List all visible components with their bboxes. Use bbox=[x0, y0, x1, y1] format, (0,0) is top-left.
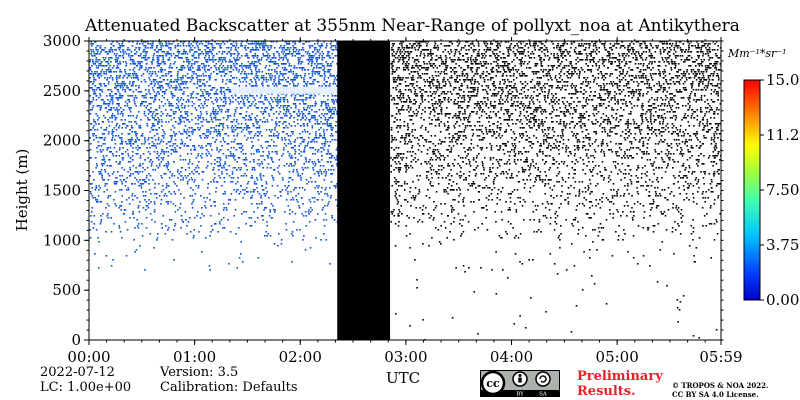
y-tick-label: 1500 bbox=[43, 182, 81, 200]
colorbar-tick-label: 3.75 bbox=[766, 236, 799, 254]
colorbar-unit-label: Mm⁻¹*sr⁻¹ bbox=[728, 47, 787, 60]
footer-version: Version: 3.5 bbox=[160, 365, 239, 380]
x-tick-label: 00:00 bbox=[67, 348, 110, 366]
y-tick-label: 2500 bbox=[43, 82, 81, 100]
x-axis-label: UTC bbox=[386, 369, 421, 387]
cc-by-sa-license-icon: cc BY SA bbox=[480, 370, 560, 397]
footer-calibration: Calibration: Defaults bbox=[160, 380, 298, 395]
cloud-feature bbox=[231, 86, 338, 94]
y-tick-label: 500 bbox=[52, 281, 81, 299]
footer-date: 2022-07-12 bbox=[40, 365, 115, 380]
colorbar-tick-label: 11.25 bbox=[766, 126, 800, 144]
x-tick-label: 04:00 bbox=[490, 348, 533, 366]
colorbar-tick-label: 0.00 bbox=[766, 291, 799, 309]
y-tick-label: 3000 bbox=[43, 32, 81, 50]
x-tick-label: 05:00 bbox=[596, 348, 639, 366]
colorbar-ticks: 0.00 3.75 7.50 11.25 15.00 bbox=[760, 71, 800, 309]
colorbar bbox=[743, 79, 761, 301]
signal-region-1 bbox=[89, 41, 339, 271]
x-tick-label: 03:00 bbox=[384, 348, 427, 366]
preliminary-results-note: Preliminary Results. bbox=[577, 369, 663, 399]
y-tick-label: 0 bbox=[71, 331, 81, 349]
footer-lc: LC: 1.00e+00 bbox=[40, 380, 132, 395]
y-tick-label: 1000 bbox=[43, 231, 81, 249]
backscatter-signal-layer bbox=[89, 41, 721, 340]
y-tick-label: 2000 bbox=[43, 132, 81, 150]
chart-title: Attenuated Backscatter at 355nm Near-Ran… bbox=[85, 16, 740, 36]
copyright-note: © TROPOS & NOA 2022. CC BY SA 4.0 Licens… bbox=[672, 381, 769, 399]
x-tick-label: 05:59 bbox=[699, 348, 742, 366]
colorbar-tick-label: 15.00 bbox=[766, 71, 800, 89]
y-axis-ticks: 0 500 1000 1500 2000 2500 3000 bbox=[43, 32, 724, 349]
no-data-gap bbox=[337, 41, 391, 340]
colorbar-tick-label: 7.50 bbox=[766, 181, 799, 199]
x-tick-label: 01:00 bbox=[173, 348, 216, 366]
x-axis-ticks: 00:00 01:00 02:00 03:00 04:00 05:00 05:59 bbox=[67, 37, 743, 366]
x-tick-label: 02:00 bbox=[279, 348, 322, 366]
signal-region-2 bbox=[390, 41, 721, 340]
